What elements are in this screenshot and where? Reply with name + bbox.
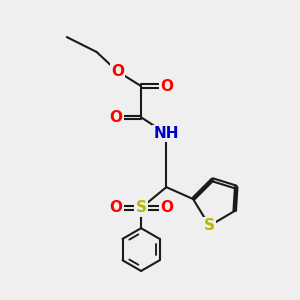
Text: S: S [136, 200, 147, 215]
Text: O: O [160, 79, 173, 94]
Text: NH: NH [154, 126, 179, 141]
Text: S: S [204, 218, 215, 233]
Text: O: O [160, 200, 173, 215]
Text: O: O [109, 200, 122, 215]
Text: O: O [109, 110, 122, 125]
Text: O: O [111, 64, 124, 79]
